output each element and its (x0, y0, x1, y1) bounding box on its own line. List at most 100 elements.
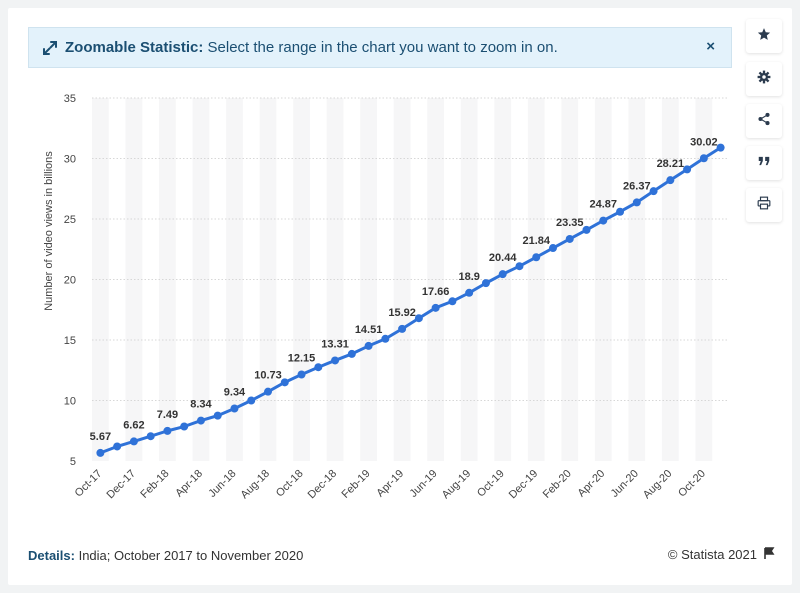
data-label: 21.84 (522, 235, 550, 247)
print-button[interactable] (746, 188, 782, 222)
y-tick-label: 10 (64, 396, 76, 408)
x-tick-label: Apr-19 (374, 468, 406, 500)
favorite-button[interactable] (746, 19, 782, 53)
data-label: 20.44 (489, 252, 517, 264)
copyright-text[interactable]: © Statista 2021 (667, 547, 757, 562)
y-tick-label: 15 (64, 335, 76, 347)
zoom-banner: Zoomable Statistic: Select the range in … (28, 27, 732, 68)
x-tick-label: Feb-19 (340, 468, 373, 501)
share-icon (757, 112, 771, 131)
details-text: India; October 2017 to November 2020 (74, 548, 304, 563)
data-point (331, 356, 340, 365)
data-point (180, 422, 189, 431)
x-tick-label: Oct-18 (274, 468, 306, 500)
data-point (96, 448, 105, 457)
data-label: 28.21 (657, 158, 685, 170)
data-point (213, 411, 222, 420)
details-label: Details: (28, 548, 75, 563)
column-band (326, 98, 344, 461)
data-point (163, 426, 172, 435)
y-tick-label: 30 (64, 154, 76, 166)
x-tick-label: Jun-20 (609, 468, 641, 500)
data-point (264, 387, 273, 396)
data-point (616, 207, 625, 216)
zoom-banner-message: Select the range in the chart you want t… (203, 39, 558, 56)
column-band (695, 98, 713, 461)
data-label: 8.34 (190, 399, 212, 411)
data-point (465, 288, 474, 297)
data-point (632, 198, 641, 207)
data-label: 18.9 (458, 271, 479, 283)
column-band (527, 98, 545, 461)
data-point (498, 270, 507, 279)
data-label: 26.37 (623, 180, 651, 192)
x-tick-label: Feb-20 (541, 468, 574, 501)
star-icon (757, 27, 771, 46)
data-point (481, 279, 490, 288)
x-tick-label: Oct-17 (73, 468, 105, 500)
x-tick-label: Apr-20 (576, 468, 608, 500)
data-label: 6.62 (123, 419, 144, 431)
data-point (381, 334, 390, 343)
data-point (448, 297, 457, 306)
column-band (628, 98, 646, 461)
data-point (364, 341, 373, 350)
data-label: 13.31 (321, 338, 349, 350)
y-tick-label: 35 (64, 93, 76, 105)
data-label: 15.92 (388, 307, 416, 319)
data-point (414, 314, 423, 323)
y-tick-label: 5 (70, 456, 76, 468)
quote-icon (757, 154, 771, 173)
column-band (226, 98, 243, 461)
x-tick-label: Feb-18 (138, 468, 171, 501)
data-point (699, 154, 708, 163)
column-band (393, 98, 411, 461)
settings-button[interactable] (746, 62, 782, 96)
flag-icon[interactable] (763, 547, 775, 562)
data-label: 5.67 (90, 431, 111, 443)
column-band (561, 98, 579, 461)
close-icon[interactable]: × (706, 38, 715, 55)
data-label: 10.73 (254, 370, 282, 382)
y-tick-label: 25 (64, 214, 76, 226)
data-point (398, 324, 407, 333)
x-tick-label: Apr-18 (173, 468, 205, 500)
data-point (113, 442, 122, 451)
data-point (565, 234, 574, 243)
x-tick-label: Dec-18 (306, 468, 340, 502)
data-point (297, 370, 306, 379)
data-label: 17.66 (422, 286, 450, 298)
data-point (532, 253, 541, 262)
data-label: 9.34 (224, 386, 246, 398)
data-point (347, 349, 356, 358)
expand-icon (43, 40, 57, 55)
cite-button[interactable] (746, 146, 782, 180)
data-label: 12.15 (288, 352, 316, 364)
data-label: 14.51 (355, 324, 383, 336)
x-tick-label: Aug-19 (440, 468, 474, 502)
x-tick-label: Jun-18 (206, 468, 238, 500)
column-band (460, 98, 478, 461)
data-label: 23.35 (556, 217, 584, 229)
share-button[interactable] (746, 104, 782, 138)
data-point (649, 187, 658, 196)
details-note: Details: India; October 2017 to November… (28, 548, 303, 563)
column-band (125, 98, 143, 461)
x-tick-label: Dec-19 (507, 468, 541, 502)
data-point (314, 363, 323, 372)
y-axis-label: Number of video views in billions (43, 151, 55, 311)
x-tick-label: Jun-19 (407, 468, 439, 500)
data-point (716, 143, 725, 152)
data-point (230, 404, 239, 413)
data-point (146, 432, 155, 441)
data-point (247, 396, 256, 405)
data-point (196, 416, 205, 425)
print-icon (757, 196, 771, 215)
data-point (548, 244, 557, 253)
y-tick-label: 20 (64, 275, 76, 287)
x-tick-label: Aug-18 (239, 468, 273, 502)
gear-icon (757, 70, 771, 89)
data-point (582, 225, 591, 234)
zoom-banner-title: Zoomable Statistic: (65, 39, 204, 56)
